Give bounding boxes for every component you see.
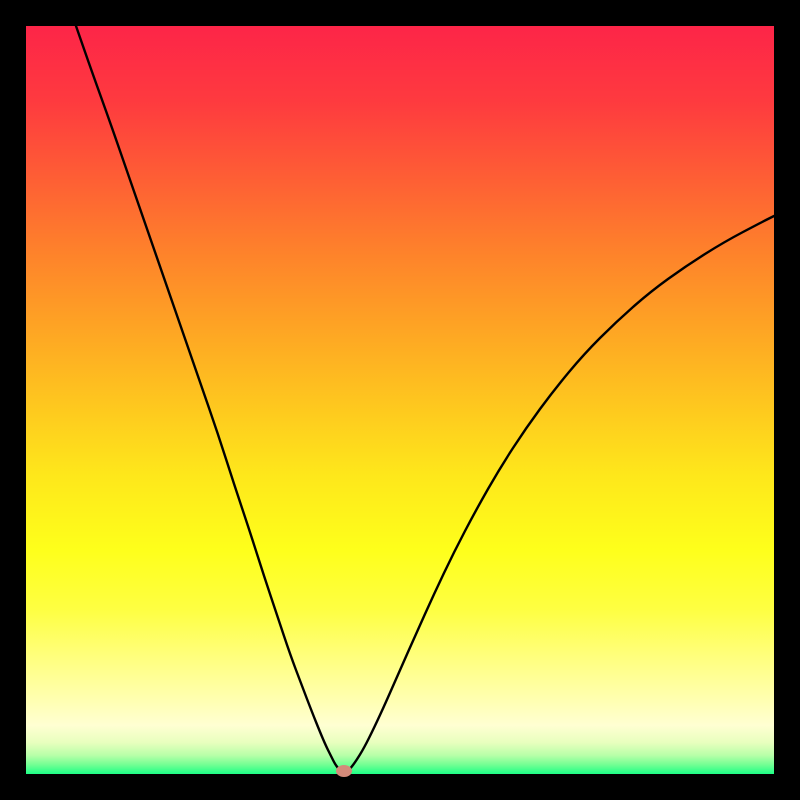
chart-frame: TheBottleneck.com xyxy=(0,0,800,800)
optimum-marker xyxy=(336,765,352,777)
bottleneck-chart xyxy=(0,0,800,800)
gradient-background xyxy=(26,26,774,774)
